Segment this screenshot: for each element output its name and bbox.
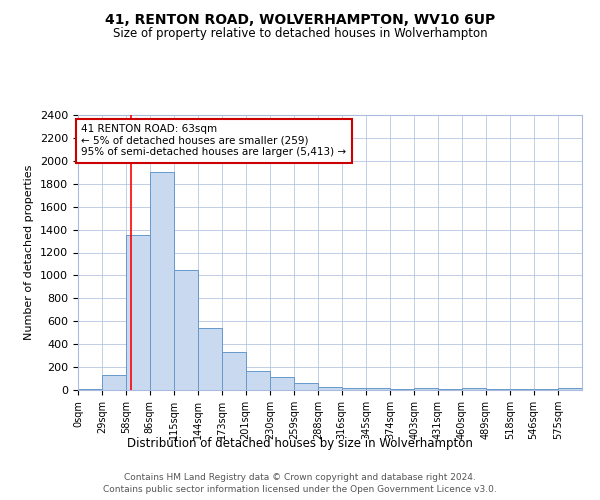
Y-axis label: Number of detached properties: Number of detached properties bbox=[25, 165, 34, 340]
Text: Contains public sector information licensed under the Open Government Licence v3: Contains public sector information licen… bbox=[103, 485, 497, 494]
Bar bbox=[366, 388, 390, 390]
Text: Size of property relative to detached houses in Wolverhampton: Size of property relative to detached ho… bbox=[113, 28, 487, 40]
Bar bbox=[174, 270, 198, 390]
Bar bbox=[462, 388, 486, 390]
Bar bbox=[78, 389, 102, 390]
Bar bbox=[341, 388, 366, 390]
Text: 41, RENTON ROAD, WOLVERHAMPTON, WV10 6UP: 41, RENTON ROAD, WOLVERHAMPTON, WV10 6UP bbox=[105, 12, 495, 26]
Bar bbox=[150, 172, 174, 390]
Bar bbox=[270, 378, 294, 390]
Bar bbox=[246, 370, 270, 390]
Bar bbox=[558, 388, 582, 390]
Text: Distribution of detached houses by size in Wolverhampton: Distribution of detached houses by size … bbox=[127, 438, 473, 450]
Bar bbox=[223, 352, 246, 390]
Bar bbox=[127, 236, 150, 390]
Bar bbox=[390, 389, 414, 390]
Bar bbox=[319, 386, 341, 390]
Bar bbox=[414, 388, 437, 390]
Bar bbox=[198, 328, 223, 390]
Bar bbox=[294, 382, 319, 390]
Text: Contains HM Land Registry data © Crown copyright and database right 2024.: Contains HM Land Registry data © Crown c… bbox=[124, 472, 476, 482]
Text: 41 RENTON ROAD: 63sqm
← 5% of detached houses are smaller (259)
95% of semi-deta: 41 RENTON ROAD: 63sqm ← 5% of detached h… bbox=[82, 124, 346, 158]
Bar bbox=[102, 375, 127, 390]
